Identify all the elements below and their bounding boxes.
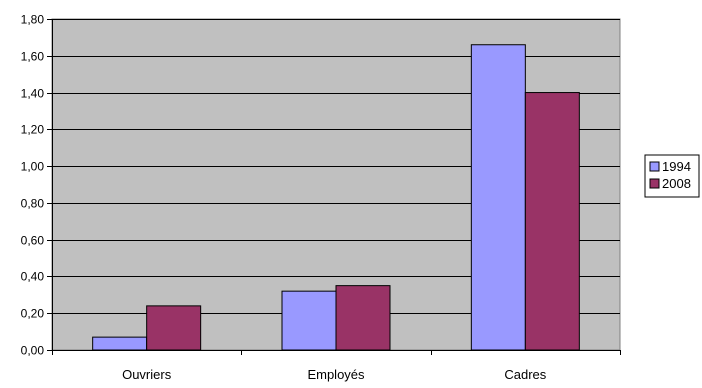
bar-1994-0	[92, 336, 148, 351]
bar-1994-1	[281, 290, 337, 351]
y-tick-label: 1,20	[21, 123, 45, 137]
bars	[92, 44, 580, 351]
x-tick-labels: Ouvriers Employés Cadres	[122, 367, 547, 382]
legend-swatch-2008	[649, 178, 660, 189]
bar-2008-2	[524, 92, 580, 351]
axis-ticks	[47, 19, 52, 351]
axes	[52, 19, 621, 355]
y-tick-label: 1,00	[21, 160, 45, 174]
y-tick-label: 0,80	[21, 197, 45, 211]
y-tick-label: 1,60	[21, 50, 45, 64]
legend: 1994 2008	[644, 154, 700, 198]
y-tick-label: 0,20	[21, 307, 45, 321]
y-tick-label: 0,40	[21, 270, 45, 284]
y-tick-labels: 0,00 0,20 0,40 0,60 0,80 1,00 1,20 1,40 1,60 1,80	[21, 13, 45, 358]
legend-label-1994: 1994	[662, 159, 691, 174]
legend-swatch-1994	[649, 161, 660, 172]
legend-label-2008: 2008	[662, 176, 691, 191]
y-tick-label: 1,80	[21, 13, 45, 27]
bar-1994-2	[470, 44, 526, 351]
x-tick-label: Employés	[307, 367, 365, 382]
y-tick-label: 0,00	[21, 344, 45, 358]
y-tick-label: 1,40	[21, 87, 45, 101]
y-tick-label: 0,60	[21, 234, 45, 248]
x-tick-label: Ouvriers	[122, 367, 172, 382]
bar-2008-1	[335, 285, 391, 351]
bar-2008-0	[146, 305, 202, 351]
x-tick-label: Cadres	[504, 367, 546, 382]
